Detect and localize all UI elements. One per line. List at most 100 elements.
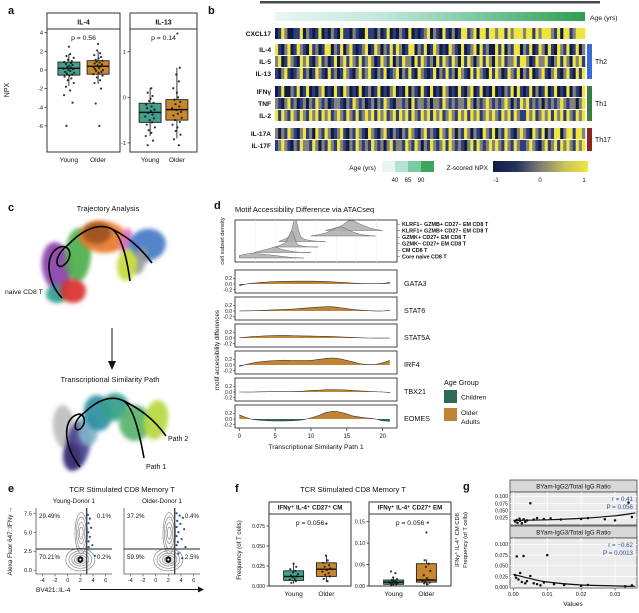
data-point [177, 96, 180, 99]
strip-title: BYam-IgG3/Total IgG Ratio [536, 530, 611, 537]
data-point [546, 553, 549, 557]
data-point [289, 574, 293, 577]
data-point [99, 65, 102, 68]
ridge-y-tick: -0.2 [223, 341, 232, 347]
x-tick-label: -4 [128, 578, 133, 584]
y-tick-label: -4 [38, 105, 43, 111]
ridge-y-tick: 0.2 [225, 303, 232, 309]
path2-label: Path 2 [168, 436, 188, 443]
data-point [178, 120, 181, 124]
p-value-label: p = 0.14 [151, 35, 176, 42]
y-axis-label-line1: IFNγ⁺ IL-4⁺ CM CD8 [454, 513, 461, 567]
gated-event [87, 522, 90, 525]
data-point [178, 66, 181, 69]
data-point [395, 578, 398, 581]
z-legend-label: Z-scored NPX [447, 165, 489, 172]
data-point [94, 67, 97, 71]
y-tick-label: 0.05 [355, 563, 365, 569]
data-point [552, 582, 556, 586]
ridge-y-tick: 0.0 [225, 417, 232, 423]
y-tick-label: 0.15 [355, 520, 365, 526]
y-tick-label: 0.000 [495, 585, 508, 591]
y-tick-label: -1 [121, 141, 126, 147]
data-point [150, 87, 153, 90]
data-point [66, 65, 69, 68]
panel-a: a IL-4 4 2 0 -2 -4 -6 p = 0.56 Young Older IL-13 1 0… [4, 5, 198, 164]
data-point [321, 570, 324, 573]
data-point [148, 119, 151, 122]
age-group-legend: Age Group Children Older Adults [444, 378, 487, 426]
data-point [172, 114, 175, 117]
r-value: r = −0.62 [608, 542, 633, 549]
y-tick-label: 2 [40, 49, 43, 55]
facet-title: IFNγ⁺ IL-4⁺ CD27⁺ CM [278, 505, 343, 512]
data-point [627, 501, 630, 504]
gated-event [181, 516, 184, 519]
data-point [391, 582, 394, 585]
x-tick-label: 4 [91, 578, 94, 584]
data-point [71, 101, 74, 104]
x-axis-label: BV421::IL-4 [36, 587, 71, 594]
facet-title: IL-13 [155, 20, 171, 27]
data-point [98, 61, 101, 64]
data-point [98, 52, 102, 55]
data-point [322, 577, 325, 580]
data-point [288, 578, 291, 581]
x-tick-label: 0.03 [610, 592, 621, 598]
y-tick-label: 0 [123, 95, 126, 101]
data-point [292, 562, 295, 565]
x-tick-label: 6 [192, 578, 195, 584]
x-tick-label: 15 [343, 434, 350, 440]
ridge-y-tick: 0.0 [225, 336, 232, 342]
flow-plot-older: Older-Donor 1 37.2% 0.4% 59.9% 2.5% -4 -2 0 2 4 6 [123, 498, 200, 584]
data-point [94, 102, 97, 105]
motif-ridge-EOMES: 0.20.0-0.2 EOMES [223, 404, 430, 429]
heatmap-legends: Age (yrs) 40 65 90 Z-scored NPX -1 0 1 [349, 161, 588, 184]
gated-event [87, 531, 90, 534]
data-point [325, 522, 328, 525]
y-tick-label: 0.00 [355, 584, 365, 590]
motif-ridge-TBX21: 0.20.0-0.2 TBX21 [223, 377, 426, 402]
gated-event [176, 541, 179, 544]
heatmap-row-IL-17F: IL-17F [252, 140, 586, 151]
x-tick-label: -2 [53, 578, 58, 584]
data-point [93, 62, 96, 65]
data-point [423, 559, 426, 562]
data-point [64, 70, 67, 73]
data-point [427, 578, 430, 582]
data-point [174, 129, 177, 133]
data-point [170, 107, 174, 110]
data-point [326, 580, 329, 583]
data-point [68, 74, 71, 77]
data-point [64, 62, 68, 66]
data-point [101, 68, 105, 72]
trajectory-title: Trajectory Analysis [77, 204, 140, 213]
y-tick-label: -6 [38, 124, 43, 130]
x-tick-label: 4 [179, 578, 182, 584]
data-point [423, 582, 426, 585]
top-annotation-bar [260, 1, 600, 4]
data-point [97, 42, 100, 46]
data-point [176, 126, 179, 129]
data-point [325, 568, 328, 572]
age-swatch [421, 161, 434, 172]
motif-axis-label: motif accessibility differences [214, 310, 221, 390]
row-label: IFNγ [257, 89, 272, 96]
gated-event [91, 544, 94, 547]
gated-event [86, 513, 90, 516]
data-point [152, 101, 155, 104]
panel-g: g BYam-IgG2/Total IgG Ratio0.0250.0500.0… [454, 479, 638, 608]
data-point [96, 49, 99, 52]
box-young [57, 45, 81, 128]
heatmap-row-CXCL17: CXCL17 [246, 28, 586, 39]
gated-event [175, 544, 178, 547]
data-point [394, 572, 397, 575]
panel-b-label: b [208, 5, 215, 17]
group-label: Th17 [595, 137, 611, 144]
gated-event [179, 522, 182, 526]
gated-event [178, 514, 181, 517]
ridge-y-tick: 0.2 [225, 330, 232, 336]
data-point [66, 79, 69, 82]
data-point [175, 108, 178, 112]
motif-label: TBX21 [404, 387, 426, 396]
